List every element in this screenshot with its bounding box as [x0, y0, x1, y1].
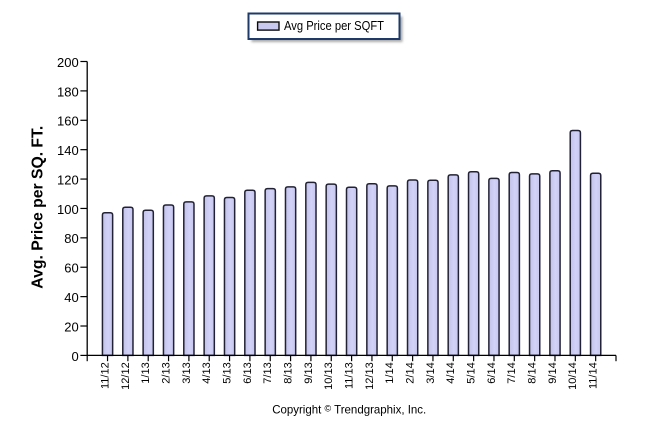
svg-text:120: 120	[57, 172, 79, 187]
svg-text:4/13: 4/13	[201, 362, 213, 383]
svg-text:100: 100	[57, 202, 79, 217]
svg-text:2/13: 2/13	[160, 362, 172, 383]
svg-text:1/13: 1/13	[140, 362, 152, 383]
svg-text:3/14: 3/14	[425, 362, 437, 383]
svg-text:12/12: 12/12	[120, 362, 132, 390]
svg-text:5/13: 5/13	[221, 362, 233, 383]
svg-text:11/13: 11/13	[344, 362, 356, 389]
svg-text:160: 160	[57, 114, 79, 129]
svg-text:9/13: 9/13	[303, 362, 315, 383]
svg-text:Avg Price per SQFT: Avg Price per SQFT	[284, 18, 384, 33]
svg-text:6/13: 6/13	[242, 362, 254, 383]
svg-text:4/14: 4/14	[445, 362, 457, 383]
svg-text:200: 200	[57, 55, 79, 70]
svg-text:6/14: 6/14	[486, 362, 498, 383]
svg-text:9/14: 9/14	[547, 362, 559, 383]
svg-text:20: 20	[64, 319, 78, 334]
svg-text:2/14: 2/14	[405, 362, 417, 383]
svg-text:7/14: 7/14	[506, 362, 518, 383]
svg-text:140: 140	[57, 143, 79, 158]
svg-text:5/14: 5/14	[466, 362, 478, 383]
svg-text:10/14: 10/14	[567, 362, 579, 390]
svg-text:11/12: 11/12	[99, 362, 111, 389]
svg-text:12/13: 12/13	[364, 362, 376, 390]
svg-text:60: 60	[64, 261, 78, 276]
svg-text:0: 0	[71, 349, 78, 364]
svg-text:10/13: 10/13	[323, 362, 335, 390]
svg-text:Copyright © Trendgraphix, Inc.: Copyright © Trendgraphix, Inc.	[272, 403, 426, 417]
svg-text:180: 180	[57, 84, 79, 99]
svg-text:11/14: 11/14	[588, 362, 600, 389]
svg-text:40: 40	[64, 290, 78, 305]
svg-text:8/14: 8/14	[527, 362, 539, 383]
svg-text:7/13: 7/13	[262, 362, 274, 383]
svg-text:3/13: 3/13	[181, 362, 193, 383]
svg-text:Avg. Price per SQ. FT.: Avg. Price per SQ. FT.	[30, 126, 47, 289]
svg-text:8/13: 8/13	[282, 362, 294, 383]
svg-text:1/14: 1/14	[384, 362, 396, 383]
svg-text:80: 80	[64, 231, 78, 246]
